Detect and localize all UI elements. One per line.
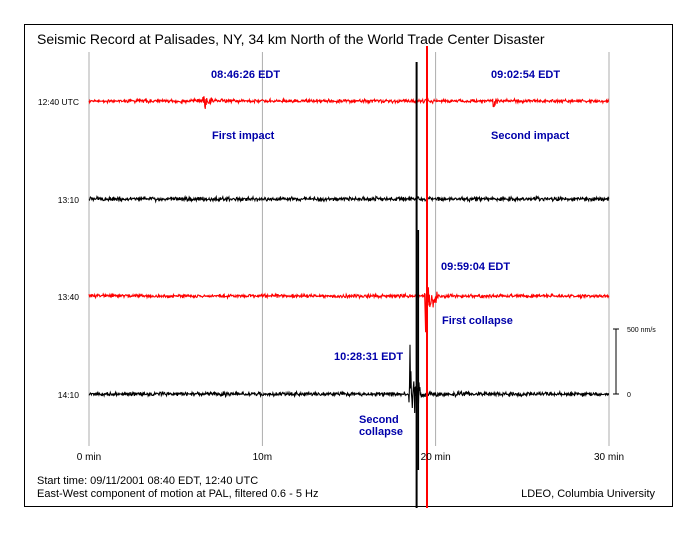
annotation-time: 09:02:54 EDT	[491, 69, 560, 81]
x-tick-label: 20 min	[421, 452, 451, 463]
traces	[88, 46, 610, 508]
scale-bar-bottom-label: 0	[627, 392, 631, 399]
trace-time-label: 13:40	[58, 292, 80, 302]
trace-labels: 12:40 UTC 13:10 13:40 14:10	[38, 97, 79, 400]
annotation-label: Second impact	[491, 130, 570, 142]
x-tick-label: 10m	[253, 452, 272, 463]
credit-note: LDEO, Columbia University	[521, 488, 655, 500]
annotation-time: 09:59:04 EDT	[441, 261, 510, 273]
trace-time-label: 12:40 UTC	[38, 97, 79, 107]
start-time-note: Start time: 09/11/2001 08:40 EDT, 12:40 …	[37, 475, 259, 487]
figure-frame	[24, 24, 673, 507]
seismic-trace	[88, 194, 610, 204]
x-tick-label: 30 min	[594, 452, 624, 463]
scale-bar: 500 nm/s 0	[613, 327, 656, 399]
x-tick-labels: 0 min 10m 20 min 30 min	[77, 452, 624, 463]
annotation-label: Second collapse	[359, 414, 403, 438]
seismic-trace	[88, 344, 610, 414]
gridlines	[88, 52, 610, 446]
annotation-time: 10:28:31 EDT	[334, 351, 403, 363]
seismic-trace	[88, 96, 610, 110]
x-tick-label: 0 min	[77, 452, 101, 463]
scale-bar-top-label: 500 nm/s	[627, 327, 656, 334]
annotation-label: First collapse	[442, 315, 513, 327]
trace-time-label: 14:10	[58, 390, 80, 400]
annotations: 08:46:26 EDT First impact 09:02:54 EDT Seco…	[211, 69, 570, 438]
seismic-trace	[88, 287, 610, 333]
annotation-label: First impact	[212, 130, 275, 142]
chart-title: Seismic Record at Palisades, NY, 34 km N…	[37, 31, 545, 47]
annotation-time: 08:46:26 EDT	[211, 69, 280, 81]
trace-time-label: 13:10	[58, 195, 80, 205]
component-note: East-West component of motion at PAL, fi…	[37, 488, 319, 500]
